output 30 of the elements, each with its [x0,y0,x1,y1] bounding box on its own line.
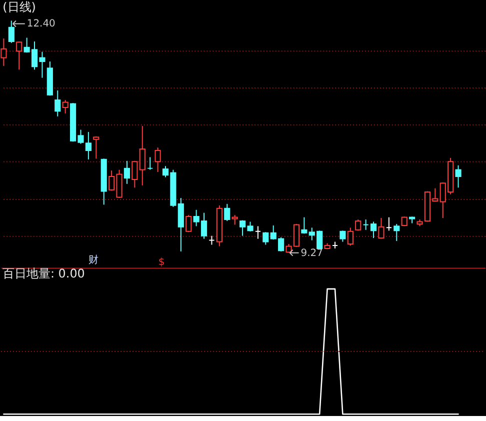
candlestick [178,197,184,252]
text: 财 [88,254,99,266]
candlestick [186,214,192,233]
annotation: 12.40 [26,18,56,30]
candlestick [232,214,238,226]
candlestick [16,40,22,70]
candlestick [54,90,61,117]
text: $ [158,256,165,268]
candlestick [132,160,138,188]
candlestick [262,232,269,246]
annotation: 9.27 [300,248,323,259]
candlestick [62,100,68,114]
candlestick [124,160,130,184]
candlestick [147,156,154,170]
chart-title: (日线) [2,0,36,14]
candlestick [394,223,400,242]
candlestick [455,164,462,188]
candlestick [254,226,261,240]
candlestick [362,219,369,230]
chart-title: 百日地量: 0.00 [2,266,85,281]
candlestick [301,216,308,234]
candlestick [386,216,392,232]
candlestick [154,147,161,173]
candlestick [139,126,146,186]
candlestick [347,227,354,246]
candlestick [93,136,100,160]
candlestick [378,218,384,240]
candlestick [224,203,230,222]
candlestick [370,221,377,239]
candlestick [340,230,346,242]
